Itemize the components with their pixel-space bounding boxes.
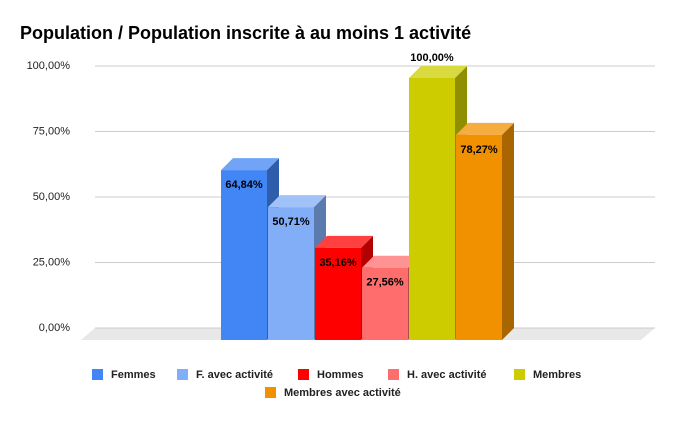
y-tick-label: 25,00%	[33, 256, 71, 268]
legend-label: F. avec activité	[196, 369, 273, 381]
bar	[456, 122, 514, 340]
legend-label: H. avec activité	[407, 369, 487, 381]
bar-front	[315, 247, 361, 340]
bar-side	[502, 122, 514, 340]
bar-front	[409, 78, 455, 340]
legend-swatch	[514, 369, 525, 380]
value-label: 64,84%	[225, 179, 263, 191]
bar-top	[268, 195, 326, 208]
legend-swatch	[298, 369, 309, 380]
legend-swatch	[265, 387, 276, 398]
value-label: 78,27%	[460, 144, 498, 156]
bar-top	[409, 66, 467, 78]
bar-front	[456, 134, 502, 340]
legend-swatch	[388, 369, 399, 380]
legend-swatch	[92, 369, 103, 380]
bar-top	[221, 158, 279, 171]
legend-swatch	[177, 369, 188, 380]
y-tick-label: 50,00%	[33, 191, 71, 203]
value-label: 50,71%	[272, 216, 310, 228]
bar-front	[268, 207, 314, 340]
bar-front	[221, 170, 267, 340]
value-label: 35,16%	[319, 257, 357, 269]
bar-top	[315, 235, 373, 248]
bar-front	[362, 267, 408, 340]
value-label: 100,00%	[410, 52, 454, 64]
y-tick-label: 100,00%	[27, 60, 71, 72]
chart-title: Population / Population inscrite à au mo…	[20, 23, 471, 43]
legend-label: Membres	[533, 369, 581, 381]
value-label: 27,56%	[366, 277, 404, 289]
bar-top	[362, 255, 420, 268]
y-tick-label: 75,00%	[33, 125, 71, 137]
legend-label: Hommes	[317, 369, 363, 381]
y-tick-label: 0,00%	[39, 322, 70, 334]
legend-label: Membres avec activité	[284, 387, 401, 399]
bar-top	[456, 122, 514, 135]
legend-label: Femmes	[111, 369, 156, 381]
